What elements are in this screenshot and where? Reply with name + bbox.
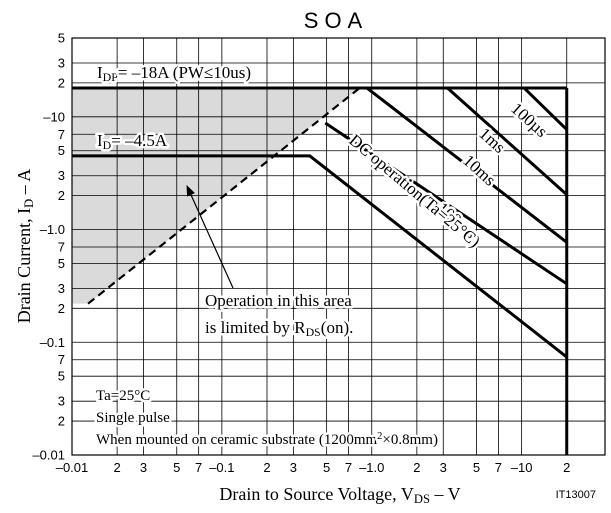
text-part: 2 [377,431,382,442]
text-part: = –18A (PW≤10us) [118,63,251,82]
text-part: Drain Current, I [14,208,34,323]
note: When mounted on ceramic substrate (1200m… [96,431,438,448]
text-part: D [22,199,36,208]
soa-line [446,86,568,196]
y-tick-label: –10 [43,109,65,124]
y-tick-label: 3 [58,281,65,296]
text-part: ×0.8mm) [382,432,438,448]
text-part: – V [430,484,461,504]
text-part: D [103,138,112,152]
x-axis-label: Drain to Source Voltage, VDS – V [219,484,460,506]
y-tick-label: –0.1 [40,335,65,350]
y-tick-label: 7 [58,239,65,254]
y-tick-label: 3 [58,394,65,409]
soa-line [324,121,568,286]
note: Ta=25°C [96,388,150,404]
x-tick-label: 3 [440,460,447,475]
x-tick-label: –10 [511,460,533,475]
annotation: IDP= –18A (PW≤10us) [97,63,251,84]
x-tick-label: 2 [113,460,120,475]
y-axis-label: Drain Current, ID – A [14,169,36,324]
y-tick-label: 5 [58,256,65,271]
text-part: Ta=25°C [96,388,150,404]
text-part: I [97,63,103,82]
text-part: DP [103,70,119,84]
x-tick-label: –0.01 [56,460,89,475]
figure-code: IT13007 [556,489,596,501]
x-tick-label: 5 [173,460,180,475]
x-tick-label: 2 [563,460,570,475]
y-tick-label: 7 [58,127,65,142]
note: Single pulse [96,410,170,426]
x-tick-label: 2 [263,460,270,475]
x-tick-label: 7 [345,460,352,475]
x-tick-label: –1.0 [359,460,384,475]
y-tick-label: –1.0 [40,222,65,237]
y-tick-label: –0.01 [32,448,65,463]
y-tick-label: 3 [58,56,65,71]
y-tick-label: 5 [58,143,65,158]
text-part: When mounted on ceramic substrate (1200m… [96,432,378,448]
text-part: Operation in this area [205,291,352,310]
arrow [186,185,234,289]
y-tick-label: 2 [58,188,65,203]
soa-line [72,154,568,359]
plot-frame [71,37,606,456]
text-part: I [97,131,103,150]
text-part: = –4.5A [111,131,168,150]
text-part: DS [306,325,321,339]
text-part: Drain to Source Voltage, V [219,484,413,504]
text-part: DC operation(Ta=25°C) [345,131,484,252]
annotation: 100µs [507,99,551,141]
x-tick-label: 5 [473,460,480,475]
text-part: 100µs [507,99,551,141]
soa-line [523,86,568,131]
y-tick-label: 2 [58,301,65,316]
y-tick-label: 5 [58,369,65,384]
text-part: Single pulse [96,410,170,426]
x-tick-label: 5 [323,460,330,475]
text-part: 1ms [475,124,509,157]
annotation: 1ms [475,124,509,157]
x-tick-label: 3 [290,460,297,475]
x-tick-label: 3 [140,460,147,475]
y-tick-label: 7 [58,352,65,367]
y-tick-label: 3 [58,168,65,183]
text-part: DS [414,492,430,506]
x-tick-label: 7 [195,460,202,475]
annotation: Operation in this area [205,291,352,310]
annotation: ID= –4.5A [97,131,168,152]
text-part: is limited by R [205,318,306,337]
x-tick-label: –0.1 [209,460,234,475]
text-part: (on). [321,318,354,337]
y-tick-label: 2 [58,75,65,90]
annotation: is limited by RDS(on). [205,318,353,339]
chart-title: SOA [304,8,368,33]
soa-line [87,87,361,305]
soa-line [366,86,568,244]
x-tick-label: 7 [495,460,502,475]
text-part: – A [14,169,34,199]
y-tick-label: 2 [58,414,65,429]
x-tick-label: 2 [413,460,420,475]
y-tick-label: 5 [58,31,65,46]
annotation: DC operation(Ta=25°C) [345,131,484,252]
